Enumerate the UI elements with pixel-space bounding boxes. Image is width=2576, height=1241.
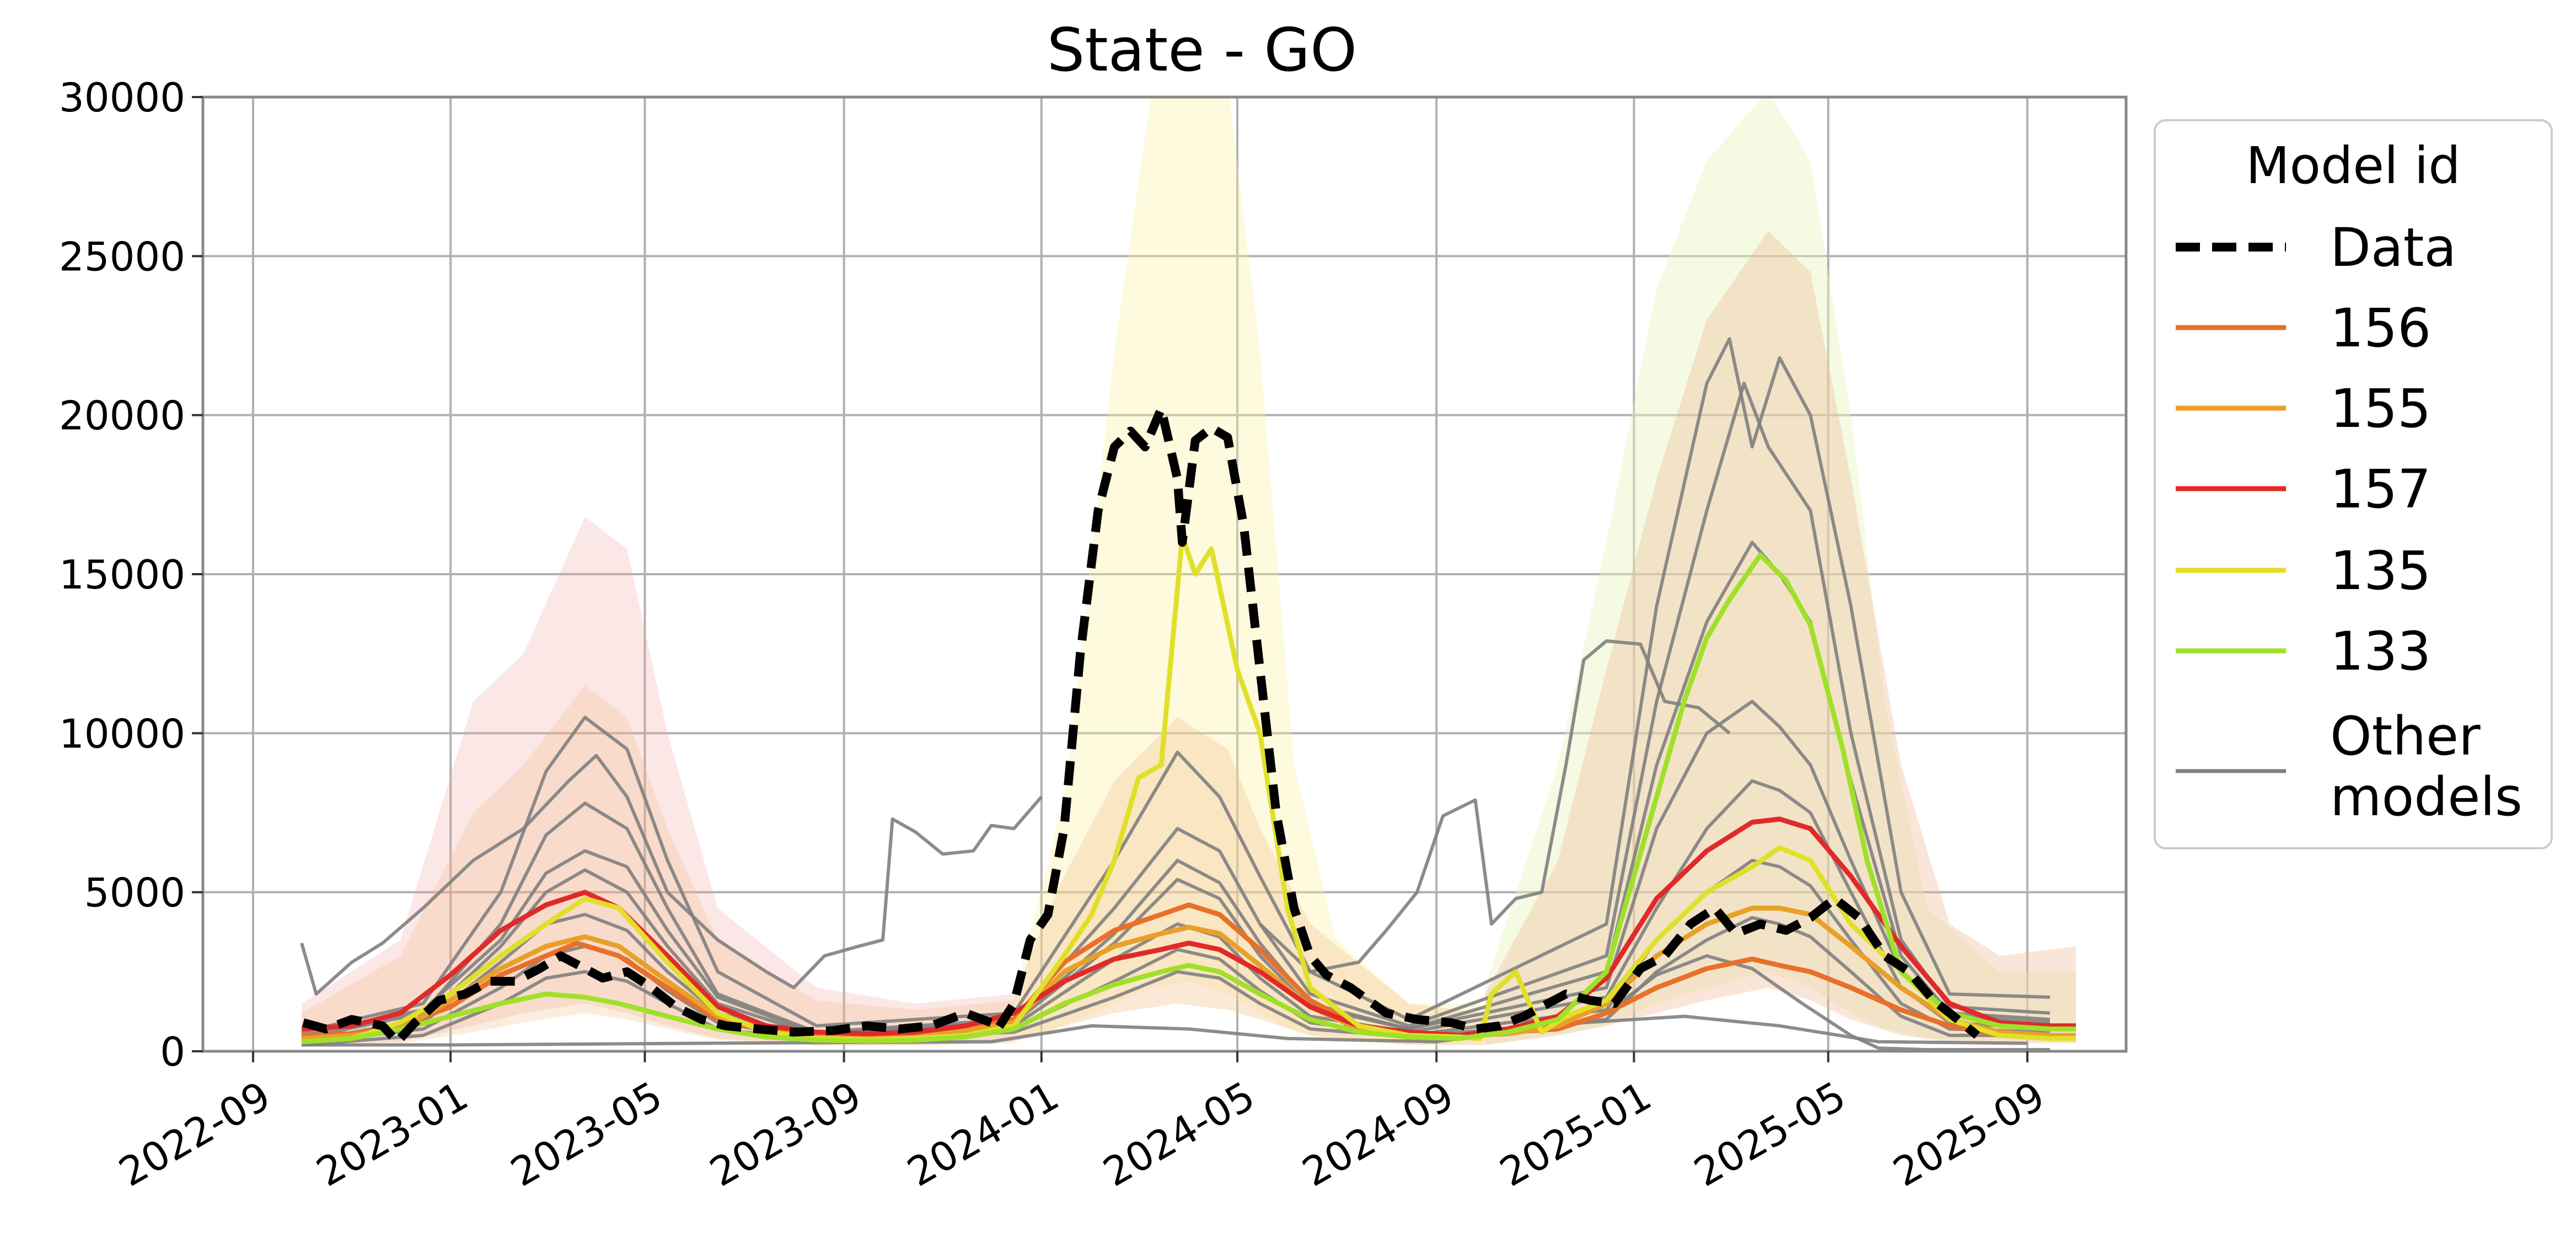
legend-label: 155	[2330, 378, 2431, 440]
other-model-line	[302, 1014, 2027, 1047]
y-tick-label: 25000	[59, 233, 185, 280]
series-line-156	[301, 902, 2076, 1040]
other-model-line	[301, 779, 2051, 1044]
x-tick-label: 2025-01	[1492, 1072, 1659, 1195]
legend-entries: Data 156 155 157 135 133 Other models	[2176, 217, 2523, 828]
legend: Model id Data 156 155 157 135 133 Other models	[2154, 119, 2553, 849]
series-line-data	[302, 404, 1980, 1046]
legend-entry: 156	[2176, 297, 2431, 359]
legend-entry: Data	[2176, 217, 2456, 279]
data-series-line	[302, 404, 1980, 1046]
legend-entry: Other models	[2176, 705, 2523, 828]
y-tick-label: 30000	[59, 74, 185, 121]
x-tick-label: 2023-09	[702, 1072, 869, 1195]
other-model-line	[1605, 954, 2050, 1051]
y-axis-ticks: 0 5000 10000 15000 20000 25000 30000	[59, 74, 203, 1075]
other-model-line	[301, 382, 2051, 1040]
x-tick-label: 2024-05	[1096, 1072, 1263, 1195]
x-tick-label: 2024-01	[900, 1072, 1067, 1195]
x-tick-label: 2022-09	[111, 1072, 278, 1195]
series-line-135	[301, 533, 2076, 1045]
legend-entry: 157	[2176, 458, 2431, 520]
chart-title: State - GO	[1047, 16, 1357, 85]
legend-entry: 155	[2176, 378, 2431, 440]
legend-box	[2154, 119, 2553, 849]
y-tick-label: 5000	[84, 870, 185, 916]
uncertainty-band	[1485, 231, 2076, 1045]
x-tick-label: 2025-09	[1886, 1072, 2053, 1195]
other-model-line	[301, 699, 2051, 1044]
x-tick-label: 2023-01	[309, 1072, 476, 1195]
x-axis-ticks: 2022-09 2023-01 2023-05 2023-09 2024-01 2024-…	[111, 1051, 2052, 1196]
series-line-157	[301, 816, 2076, 1038]
y-tick-label: 20000	[59, 393, 185, 439]
y-tick-label: 15000	[59, 552, 185, 598]
legend-label: 135	[2330, 540, 2431, 602]
other-model-line	[301, 337, 2051, 1034]
other-model-line	[300, 753, 1043, 996]
legend-label: Data	[2330, 217, 2456, 279]
legend-title: Model id	[2246, 136, 2460, 195]
model-series-lines	[301, 533, 2076, 1045]
legend-label: Other models	[2330, 705, 2523, 828]
x-tick-label: 2023-05	[503, 1072, 670, 1195]
uncertainty-band	[302, 517, 1014, 1045]
y-tick-label: 10000	[59, 710, 185, 757]
y-tick-label: 0	[160, 1029, 185, 1075]
uncertainty-band	[1485, 97, 2076, 1045]
series-line-155	[301, 906, 2076, 1041]
legend-label: 156	[2330, 297, 2431, 359]
legend-entry: 133	[2176, 620, 2431, 682]
legend-label: 157	[2330, 458, 2431, 520]
x-tick-label: 2024-09	[1295, 1072, 1462, 1195]
legend-entry: 135	[2176, 540, 2431, 602]
series-line-133	[301, 552, 2076, 1045]
uncertainty-bands	[302, 97, 2076, 1047]
x-tick-label: 2025-05	[1687, 1072, 1854, 1195]
legend-label: 133	[2330, 620, 2431, 682]
